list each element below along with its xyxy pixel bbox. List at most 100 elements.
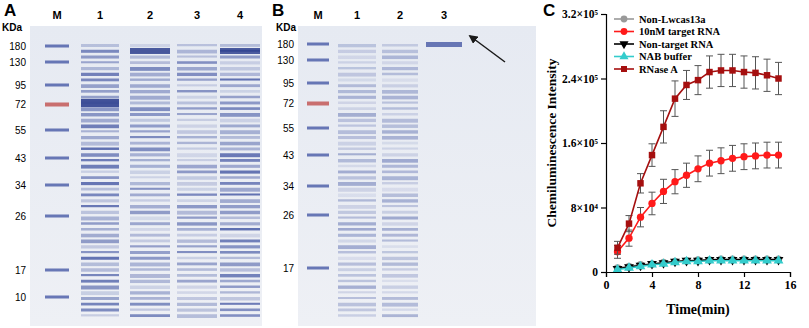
arrow <box>470 36 505 62</box>
marker-label: 55 <box>15 125 27 136</box>
y-axis: 08×10⁴1.6×10⁵2.4×10⁵3.2×10⁵ <box>562 8 606 278</box>
error-bar <box>660 179 667 203</box>
protein-band <box>382 286 418 289</box>
protein-band <box>177 199 217 202</box>
protein-band <box>130 274 170 278</box>
protein-band <box>177 217 217 219</box>
marker-label: 95 <box>15 80 27 91</box>
legend-label: Non-Lwcas13a <box>639 14 706 25</box>
error-bar <box>752 143 759 169</box>
protein-band <box>382 182 418 184</box>
protein-band <box>130 211 170 214</box>
error-bar <box>695 156 702 182</box>
protein-band <box>338 199 376 201</box>
marker-label: 180 <box>277 39 294 50</box>
protein-band <box>220 44 260 47</box>
y-tick-label: 8×10⁴ <box>571 202 599 214</box>
error-bar-cap <box>637 226 644 227</box>
y-tick: 2.4×10⁵ <box>562 73 606 85</box>
protein-band <box>177 240 217 243</box>
y-tick: 1.6×10⁵ <box>562 137 606 149</box>
protein-band <box>338 73 376 77</box>
protein-band <box>382 61 418 64</box>
protein-band <box>130 263 170 267</box>
legend-symbol <box>619 51 628 59</box>
series-point <box>775 75 781 81</box>
protein-band <box>81 182 119 185</box>
protein-band <box>81 107 119 111</box>
protein-band <box>177 297 217 300</box>
protein-band <box>220 182 260 185</box>
protein-band <box>81 234 119 238</box>
protein-band <box>382 228 418 231</box>
protein-band <box>338 303 376 307</box>
protein-band <box>220 176 260 178</box>
protein-band <box>338 257 376 260</box>
protein-band <box>220 125 260 128</box>
error-bar <box>672 170 679 194</box>
protein-band <box>338 148 376 150</box>
error-bar-cap <box>683 187 690 188</box>
lane <box>426 42 462 47</box>
protein-band <box>382 67 418 70</box>
protein-band <box>130 119 170 122</box>
protein-band <box>177 182 217 186</box>
error-bar-cap <box>695 65 702 66</box>
protein-band <box>177 113 217 115</box>
error-bar-cap <box>683 70 690 71</box>
protein-band <box>338 188 376 192</box>
protein-band <box>382 171 418 174</box>
protein-band <box>130 171 170 175</box>
protein-band <box>81 136 119 139</box>
protein-band <box>338 67 376 69</box>
error-bar-cap <box>683 163 690 164</box>
protein-band <box>382 263 418 266</box>
legend-symbol <box>621 66 627 72</box>
error-bar-cap <box>626 246 633 247</box>
error-bar-cap <box>649 143 656 144</box>
protein-band <box>220 234 260 238</box>
x-tick-mark <box>790 272 791 277</box>
marker-band <box>307 154 329 157</box>
series-point <box>683 172 690 179</box>
protein-band <box>177 56 217 58</box>
series-line <box>618 155 779 252</box>
protein-band <box>382 56 418 60</box>
marker-band <box>307 43 329 46</box>
marker-band <box>45 215 69 218</box>
protein-band <box>382 240 418 242</box>
error-bar-cap <box>672 193 679 194</box>
series-point <box>625 234 632 241</box>
error-bar-cap <box>649 214 656 215</box>
marker-label: 130 <box>277 55 294 66</box>
series-point <box>671 178 678 185</box>
protein-band <box>382 274 418 278</box>
lane-label: 2 <box>397 9 403 21</box>
protein-band <box>130 96 170 100</box>
protein-band <box>177 303 217 306</box>
error-bar-cap <box>741 169 748 170</box>
protein-band <box>382 136 418 140</box>
gel-background <box>30 26 262 326</box>
protein-band <box>382 217 418 220</box>
protein-band <box>177 257 217 259</box>
protein-band <box>382 245 418 248</box>
protein-band <box>338 234 376 237</box>
protein-band <box>220 280 260 283</box>
error-bar-cap <box>660 143 667 144</box>
marker-label: 34 <box>283 181 295 192</box>
protein-band <box>130 159 170 161</box>
protein-band <box>130 234 170 237</box>
lane-label: 3 <box>441 9 447 21</box>
protein-band <box>177 90 217 92</box>
legend-label: 10nM target RNA <box>639 26 720 37</box>
series-point <box>649 152 655 158</box>
protein-band <box>130 130 170 132</box>
protein-band <box>382 251 418 253</box>
error-bar-cap <box>775 94 782 95</box>
protein-band <box>81 194 119 197</box>
protein-band <box>382 165 418 168</box>
protein-band <box>220 188 260 192</box>
protein-band <box>177 102 217 105</box>
protein-band <box>81 142 119 146</box>
